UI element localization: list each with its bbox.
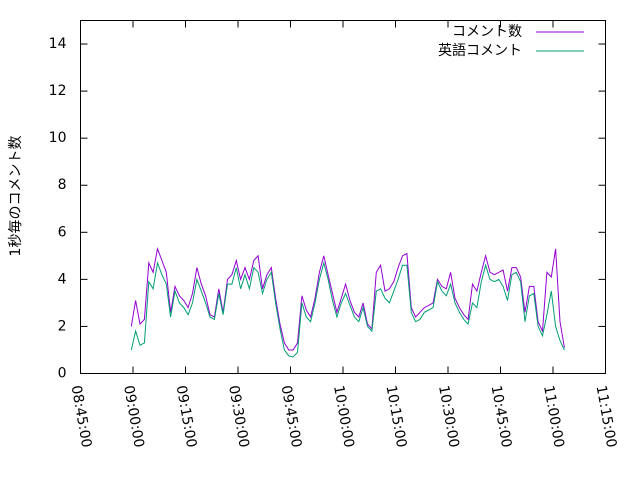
series-line xyxy=(130,246,565,351)
legend-label: コメント数 xyxy=(452,24,522,40)
legend-label: 英語コメント xyxy=(438,42,522,59)
x-tick-label: 09:15:00 xyxy=(173,384,200,449)
y-tick-label: 12 xyxy=(49,83,67,99)
x-tick-label: 11:00:00 xyxy=(540,384,567,449)
y-tick-label: 8 xyxy=(58,177,67,193)
y-tick-label: 14 xyxy=(49,36,67,52)
y-tick-label: 2 xyxy=(58,318,67,334)
x-tick-label: 11:15:00 xyxy=(593,384,620,449)
y-tick-label: 4 xyxy=(58,271,67,287)
y-tick-label: 6 xyxy=(58,224,67,240)
y-tick-label: 10 xyxy=(49,130,67,146)
y-tick-label: 0 xyxy=(58,366,67,382)
y-axis-label: 1秒毎のコメント数 xyxy=(8,136,24,257)
series-line xyxy=(130,260,565,358)
x-tick-label: 10:00:00 xyxy=(330,384,357,449)
x-tick-label: 10:15:00 xyxy=(383,384,410,449)
x-tick-label: 09:30:00 xyxy=(225,384,252,449)
plot-frame xyxy=(80,20,606,374)
x-tick-label: 10:30:00 xyxy=(435,384,462,449)
x-tick-label: 09:45:00 xyxy=(278,384,305,449)
x-tick-label: 08:45:00 xyxy=(68,384,95,449)
x-tick-label: 09:00:00 xyxy=(120,384,147,449)
x-tick-label: 10:45:00 xyxy=(488,384,515,449)
